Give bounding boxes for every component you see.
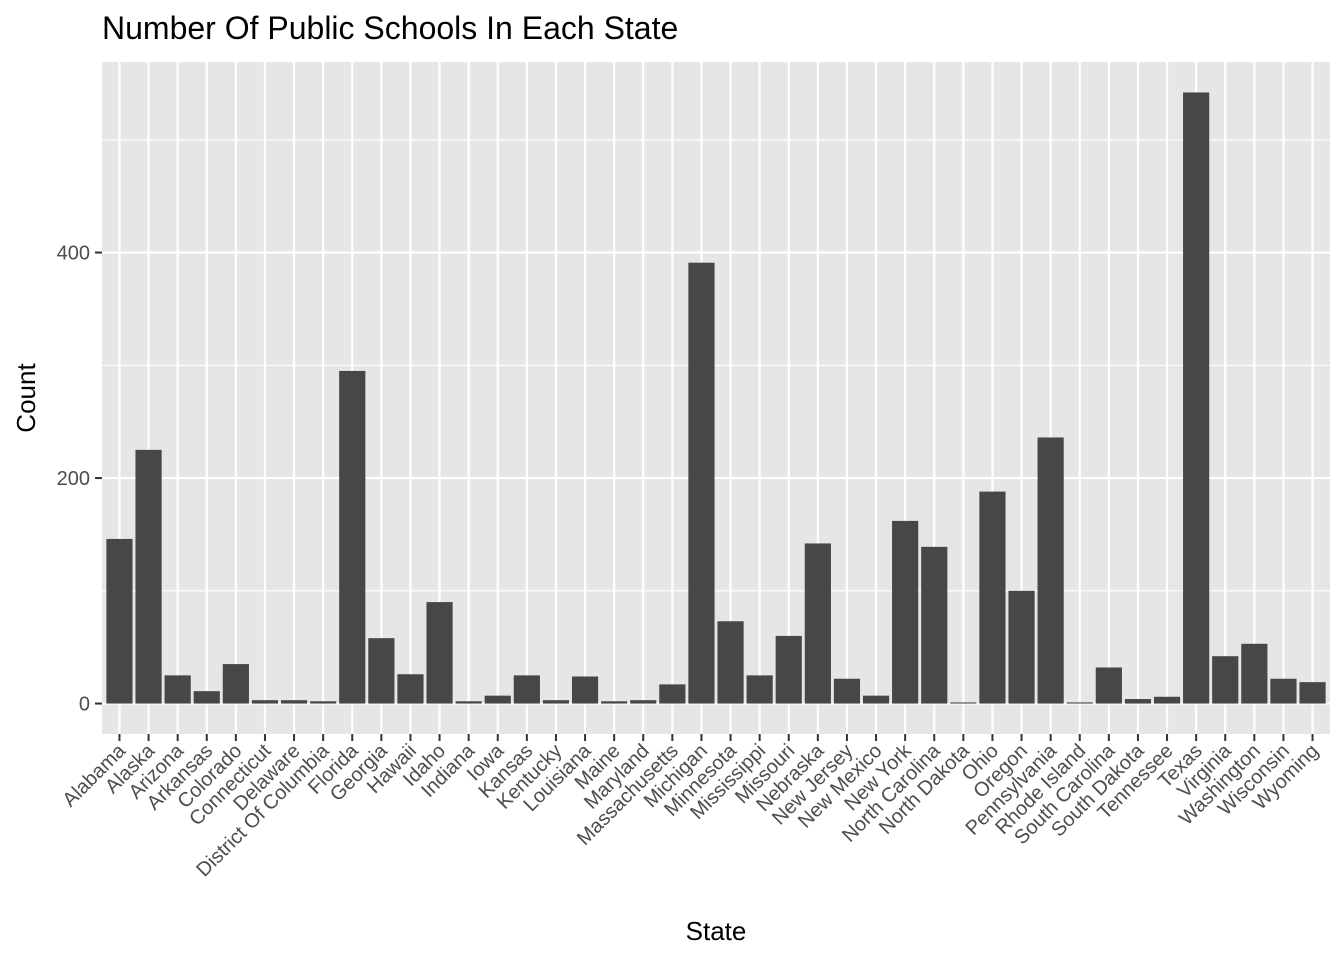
bar [1008, 590, 1035, 704]
bar [688, 262, 715, 704]
y-tick-label: 0 [79, 694, 90, 716]
bar [164, 675, 191, 704]
bar [368, 638, 395, 704]
bar [1124, 699, 1152, 704]
bar [222, 664, 249, 704]
bar [804, 543, 831, 704]
plot-panel [102, 62, 1330, 734]
bar [1270, 678, 1297, 704]
x-axis-title: State [686, 916, 747, 946]
y-axis-title: Count [11, 363, 41, 433]
bar [1153, 696, 1181, 704]
bar [1241, 643, 1268, 704]
bar [1095, 667, 1122, 704]
bar [659, 684, 686, 704]
bar [455, 701, 482, 704]
bar [339, 370, 366, 704]
y-tick-label: 200 [57, 468, 90, 490]
bar [310, 701, 337, 704]
bar [630, 700, 657, 704]
bar [862, 695, 890, 704]
y-axis: 0 200 400 [57, 243, 102, 716]
bar [1212, 656, 1239, 704]
bar [950, 702, 977, 704]
bar [717, 621, 744, 704]
bar [1037, 437, 1064, 704]
bar [426, 602, 453, 704]
bar [1066, 702, 1093, 704]
bar [251, 700, 279, 704]
x-axis: AlabamaAlaskaArizonaArkansasColoradoConn… [59, 734, 1323, 881]
bar [921, 546, 948, 704]
bar [484, 695, 511, 704]
y-tick-label: 400 [57, 243, 90, 265]
bar [280, 700, 308, 704]
chart-title: Number Of Public Schools In Each State [102, 10, 678, 46]
bar [746, 675, 773, 704]
bar [833, 678, 861, 704]
bar [1183, 92, 1210, 704]
bar [892, 520, 919, 704]
bar [542, 700, 570, 704]
bar [135, 449, 162, 704]
bar [193, 691, 220, 704]
bar [513, 675, 540, 704]
bar [571, 676, 599, 704]
bar [106, 538, 133, 704]
bar [775, 635, 802, 704]
bar [601, 701, 628, 704]
bar [979, 491, 1006, 704]
bar [397, 674, 424, 704]
bars [106, 92, 1326, 704]
bar [1299, 682, 1326, 704]
